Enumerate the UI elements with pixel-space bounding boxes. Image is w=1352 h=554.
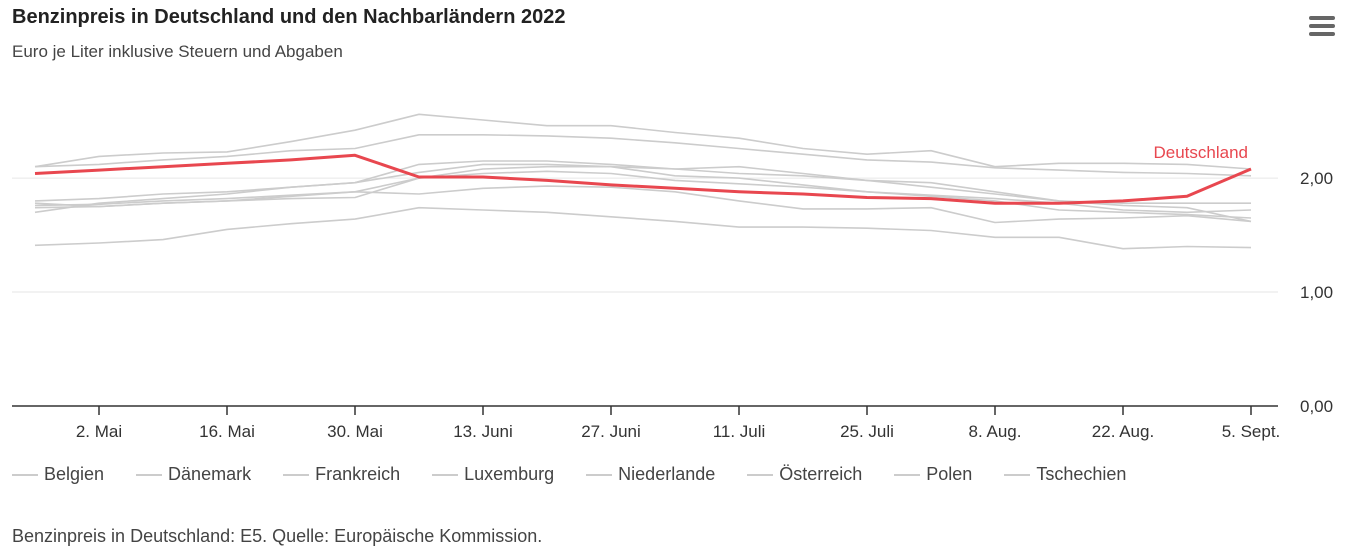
- legend-swatch: [432, 473, 459, 476]
- series-line-tschechien[interactable]: [34, 170, 1252, 219]
- x-tick-label: 27. Juni: [581, 422, 641, 441]
- series-line-polen[interactable]: [34, 206, 1252, 250]
- legend-label: Österreich: [779, 464, 863, 484]
- legend-swatch: [586, 473, 613, 476]
- series-line-daenemark[interactable]: [34, 113, 1252, 170]
- legend-item[interactable]: Österreich: [747, 464, 862, 485]
- x-tick-label: 5. Sept.: [1222, 422, 1281, 441]
- legend-label: Frankreich: [315, 464, 401, 484]
- legend-label: Luxemburg: [464, 464, 555, 484]
- hamburger-menu-icon[interactable]: [1304, 12, 1340, 42]
- chart-subtitle: Euro je Liter inklusive Steuern und Abga…: [12, 42, 343, 61]
- series-line-niederlande[interactable]: [34, 134, 1252, 177]
- legend-label: Dänemark: [168, 464, 252, 484]
- highlight-series: Deutschland: [34, 143, 1252, 205]
- series-label-deutschland: Deutschland: [1153, 143, 1248, 162]
- legend-item[interactable]: Belgien: [12, 464, 104, 485]
- x-tick-label: 11. Juli: [713, 422, 766, 441]
- legend-swatch: [1004, 473, 1031, 476]
- legend-label: Belgien: [44, 464, 105, 484]
- legend-swatch: [12, 473, 38, 476]
- chart-title: Benzinpreis in Deutschland und den Nachb…: [12, 6, 566, 28]
- x-tick-label: 22. Aug.: [1092, 422, 1154, 441]
- legend-item[interactable]: Tschechien: [1004, 464, 1126, 485]
- legend-label: Tschechien: [1036, 464, 1127, 484]
- series-line-deutschland[interactable]: [34, 153, 1252, 205]
- x-tick-label: 13. Juni: [453, 422, 513, 441]
- legend-label: Polen: [926, 464, 973, 484]
- x-tick-label: 30. Mai: [327, 422, 383, 441]
- legend-item[interactable]: Niederlande: [586, 464, 715, 485]
- series-line-oesterreich[interactable]: [34, 163, 1252, 223]
- y-tick-label: 1,00: [1300, 283, 1333, 302]
- x-tick-label: 25. Juli: [840, 422, 894, 441]
- legend-item[interactable]: Luxemburg: [432, 464, 554, 485]
- series-lines: [34, 113, 1252, 250]
- legend-swatch: [136, 473, 163, 476]
- chart-source-note: Benzinpreis in Deutschland: E5. Quelle: …: [12, 526, 543, 546]
- chart-axes: 0,00 1,00 2,00 2. Mai 16. Mai 30. Mai 13. Juni…: [12, 169, 1333, 441]
- legend-swatch: [283, 473, 310, 476]
- x-tick-label: 2. Mai: [76, 422, 122, 441]
- chart-grid: [12, 177, 1278, 293]
- legend-swatch: [894, 473, 921, 476]
- y-tick-label: 2,00: [1300, 169, 1333, 188]
- chart-legend: Belgien Dänemark Frankreich Luxemburg Nieder…: [12, 464, 1158, 485]
- legend-item[interactable]: Dänemark: [136, 464, 251, 485]
- x-tick-label: 8. Aug.: [969, 422, 1022, 441]
- legend-item[interactable]: Polen: [894, 464, 972, 485]
- legend-label: Niederlande: [618, 464, 716, 484]
- x-tick-label: 16. Mai: [199, 422, 255, 441]
- line-chart: Deutschland 0,00 1,00 2,00 2. Mai 16. Mai 30.…: [12, 113, 1333, 441]
- legend-swatch: [747, 473, 774, 476]
- y-tick-label: 0,00: [1300, 397, 1333, 416]
- legend-item[interactable]: Frankreich: [283, 464, 400, 485]
